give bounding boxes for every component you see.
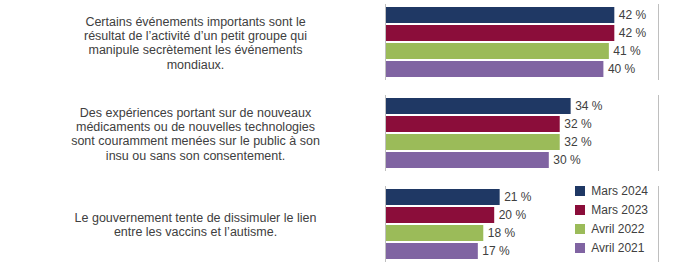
svg-text:30 %: 30 % — [553, 153, 581, 167]
svg-text:Certains événements importants: Certains événements importants sont leré… — [84, 15, 307, 72]
svg-text:40 %: 40 % — [608, 62, 636, 76]
svg-text:42 %: 42 % — [619, 26, 647, 40]
svg-text:32 %: 32 % — [564, 117, 592, 131]
svg-text:42 %: 42 % — [619, 8, 647, 22]
html-text:Avril 2021: Avril 2021 — [591, 240, 645, 255]
svg-text:32 %: 32 % — [564, 135, 592, 149]
svg-text:18 %: 18 % — [488, 226, 516, 240]
svg-text:17 %: 17 % — [482, 244, 510, 258]
svg-text:34 %: 34 % — [575, 99, 603, 113]
svg-text:20 %: 20 % — [499, 208, 527, 222]
svg-text:41 %: 41 % — [613, 44, 641, 58]
html-text:Mars 2024: Mars 2024 — [591, 183, 648, 198]
svg-text:Des expériences portant sur de: Des expériences portant sur de nouveauxm… — [71, 106, 320, 163]
html-text:Mars 2023: Mars 2023 — [591, 202, 648, 217]
svg-text:21 %: 21 % — [504, 190, 532, 204]
svg-text:Le gouvernement tente de dissi: Le gouvernement tente de dissimuler le l… — [75, 211, 317, 239]
html-text:Avril 2022: Avril 2022 — [591, 221, 645, 236]
